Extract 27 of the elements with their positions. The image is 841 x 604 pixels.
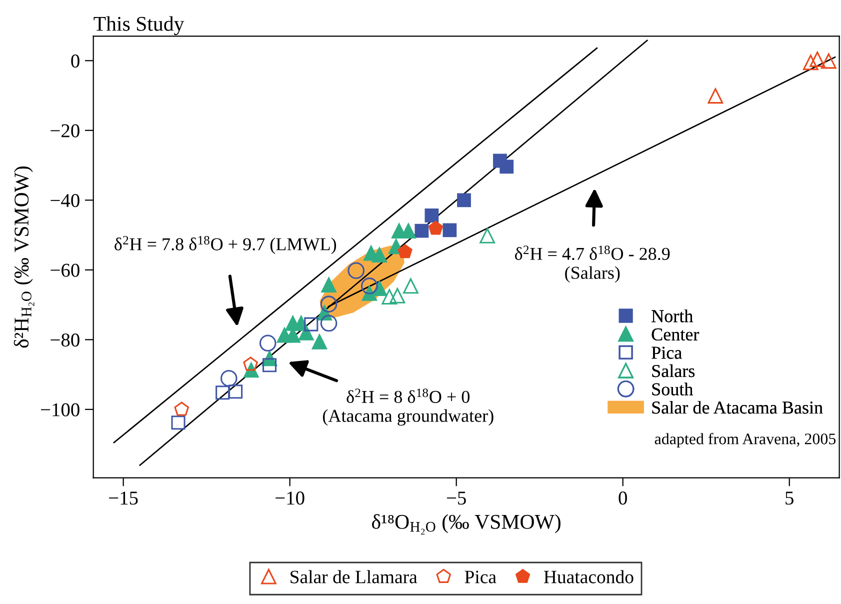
- x-tick-label: −5: [446, 492, 466, 505]
- legend-label: Pica: [652, 346, 682, 359]
- annotation: δ$^{2}$H = 4.7 δ$^{18}$O - 28.9 (Salars): [514, 246, 670, 283]
- y-tick-label: 0: [71, 54, 80, 68]
- annotation: adapted from Aravena, 2005: [654, 432, 836, 448]
- x-tick-label: −15: [109, 492, 138, 505]
- y-tick-label: −40: [50, 194, 80, 208]
- legend-label: Huatacondo: [544, 570, 634, 584]
- y-axis-title: δ²H$_{H₂O}$ (‰ VSMOW): [14, 166, 34, 348]
- y-tick-label: −100: [40, 403, 80, 416]
- legend-label: Salar de Atacama Basin: [652, 400, 823, 414]
- chart-title: This Study: [94, 16, 184, 36]
- x-tick-label: 5: [786, 492, 794, 505]
- legend-label: Salar de Llamara: [290, 570, 418, 584]
- legend-label: Center: [652, 328, 700, 341]
- y-tick-label: −60: [50, 264, 80, 277]
- annotation: δ$^{2}$H = 7.8 δ$^{18}$O + 9.7 (LMWL): [114, 236, 336, 254]
- legend-label: South: [652, 382, 693, 396]
- x-tick-label: −10: [276, 492, 304, 505]
- x-tick-label: 0: [618, 492, 627, 505]
- y-tick-label: −80: [50, 333, 80, 347]
- legend-label: Pica: [464, 570, 496, 584]
- legend-label: North: [652, 310, 693, 322]
- x-axis-title: δ¹⁸O$_{H₂O}$ (‰ VSMOW): [372, 514, 560, 535]
- annotation: δ$^{2}$H = 8 δ$^{18}$O + 0 (Atacama groundwater): [322, 388, 494, 426]
- legend-label: Salars: [652, 364, 695, 378]
- y-tick-label: −20: [50, 124, 80, 138]
